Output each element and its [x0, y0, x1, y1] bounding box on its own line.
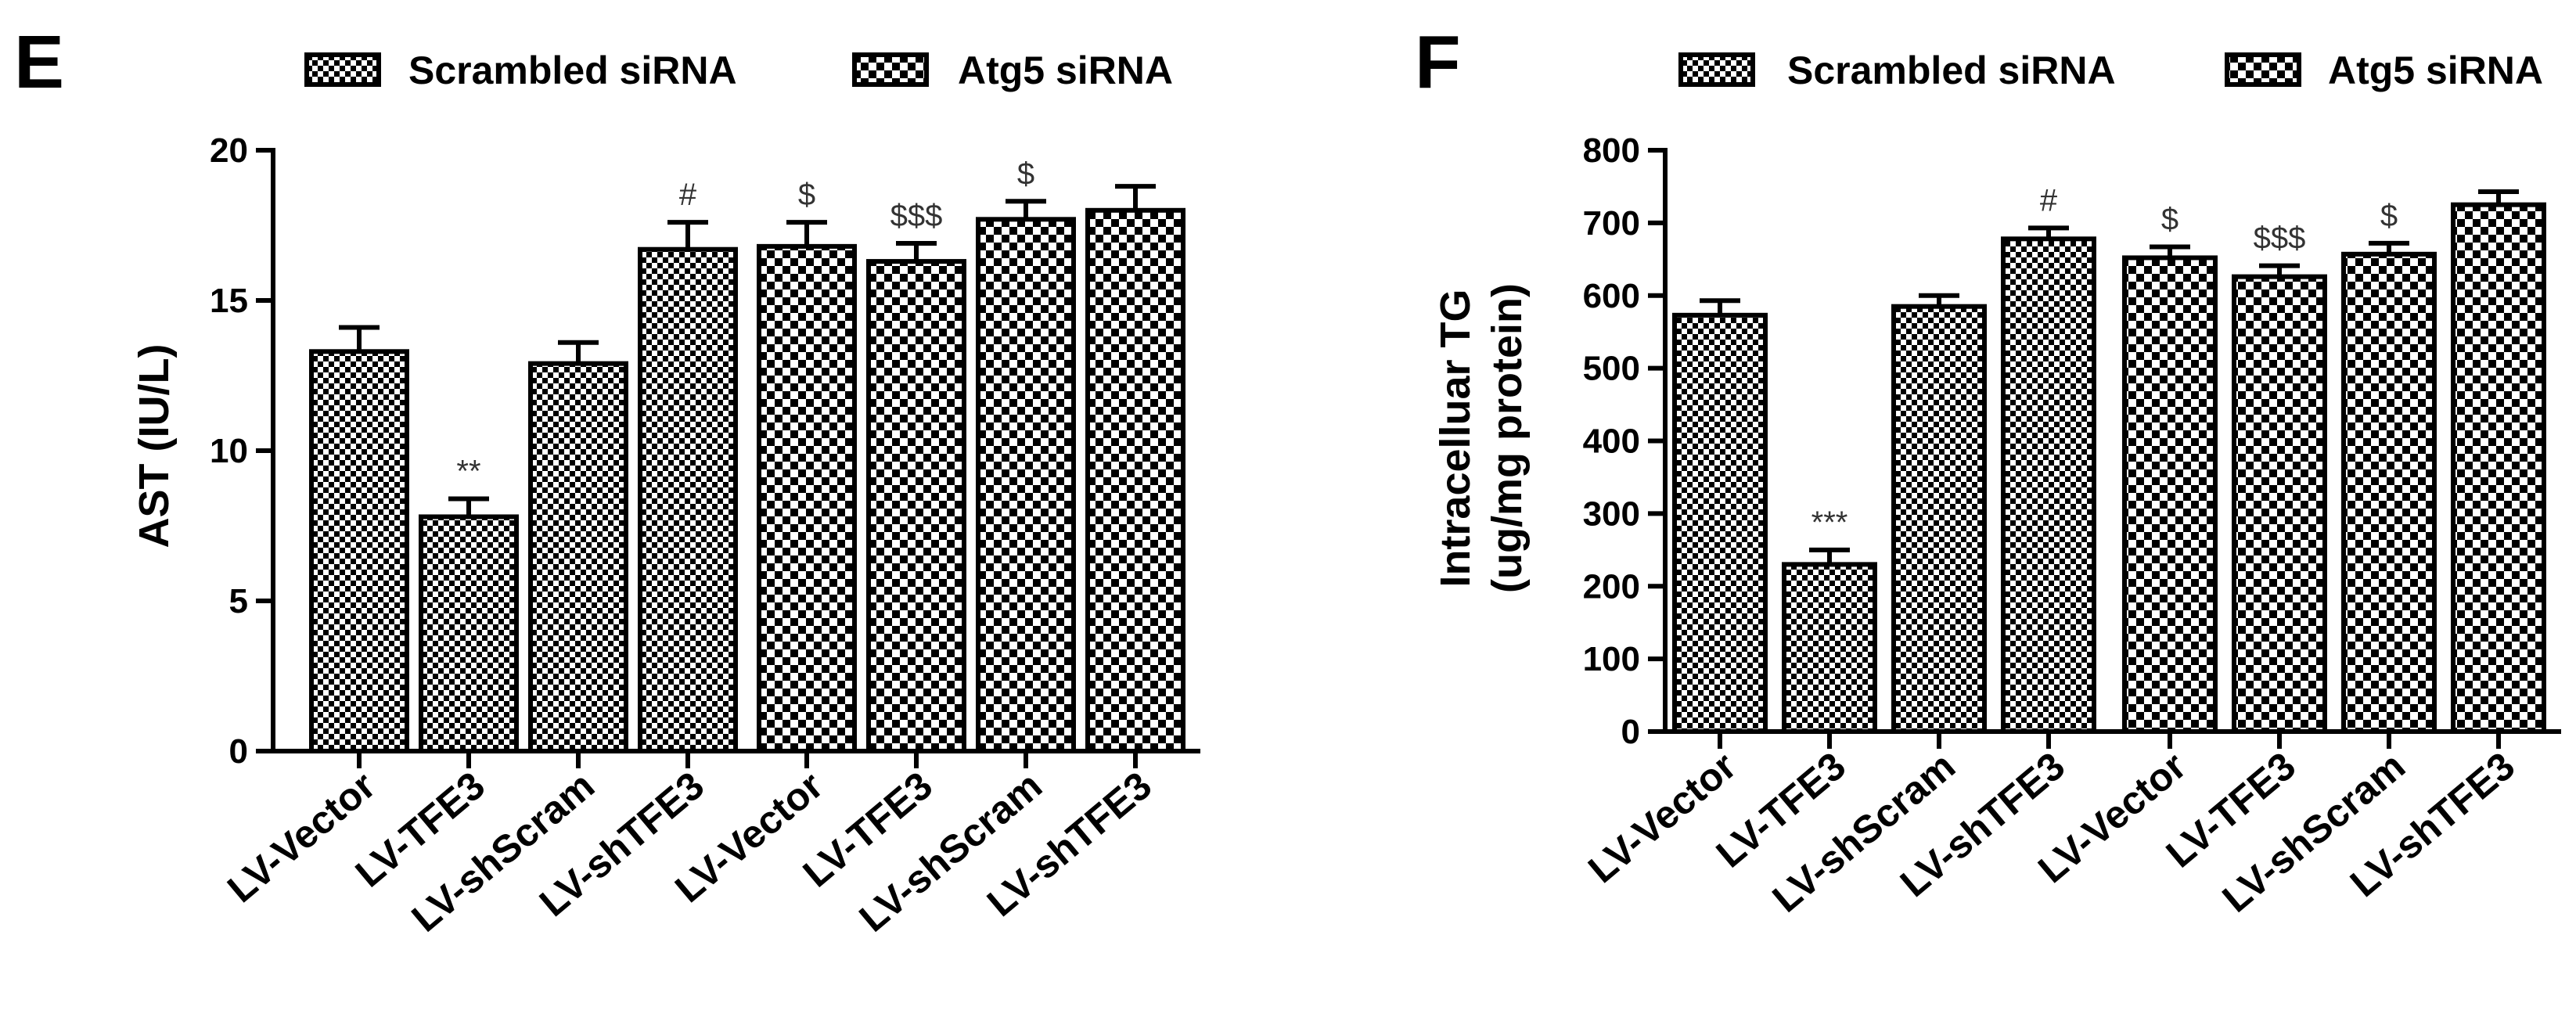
- legend-label-atg5: Atg5 siRNA: [958, 49, 1173, 92]
- y-tick-label: 0: [1621, 713, 1640, 751]
- significance-label: $$$: [2254, 221, 2306, 256]
- panel-letter-e: E: [14, 20, 64, 104]
- bar-group-atg5-sirna-lv-shscram: $: [2341, 199, 2437, 734]
- bars-f: ***#$$$$$: [1672, 183, 2546, 735]
- bar: [866, 259, 966, 753]
- significance-label: #: [2040, 183, 2058, 218]
- significance-label: $: [2380, 199, 2398, 233]
- panel-f: F Scrambled siRNA Atg5 siRNA Intracellua…: [1415, 20, 2561, 921]
- legend-label-scrambled: Scrambled siRNA: [1787, 49, 2116, 92]
- y-tick-label: 100: [1583, 640, 1640, 678]
- bar-group-scrambled-sirna-lv-shtfe3: #: [2001, 183, 2096, 734]
- bar-group-atg5-sirna-lv-shtfe3: [1085, 184, 1185, 753]
- bar: [976, 217, 1076, 753]
- y-tick-label: 15: [210, 282, 248, 320]
- bar-group-atg5-sirna-lv-tfe3: $$$: [866, 199, 966, 753]
- bar-group-scrambled-sirna-lv-vector: [1672, 298, 1768, 735]
- y-tick-label: 400: [1583, 422, 1640, 461]
- y-tick-label: 0: [229, 732, 248, 771]
- y-tick-label: 700: [1583, 204, 1640, 243]
- significance-label: ***: [1811, 505, 1848, 540]
- bar: [1891, 304, 1987, 734]
- significance-label: **: [456, 454, 480, 488]
- bar-group-atg5-sirna-lv-shtfe3: [2451, 189, 2546, 734]
- bar: [2232, 274, 2327, 735]
- y-tick-label: 5: [229, 582, 248, 620]
- bar-group-atg5-sirna-lv-shscram: $: [976, 156, 1076, 753]
- bar-group-atg5-sirna-lv-tfe3: $$$: [2232, 221, 2327, 735]
- bar: [2451, 202, 2546, 734]
- y-axis-label-e: AST (IU/L): [131, 344, 178, 548]
- legend-label-atg5: Atg5 siRNA: [2328, 49, 2543, 92]
- bar: [2001, 236, 2096, 734]
- bar-group-scrambled-sirna-lv-shtfe3: #: [638, 178, 738, 754]
- y-axis-label-f-line2: (ug/mg protein): [1484, 283, 1531, 593]
- bar: [2341, 251, 2437, 734]
- legend-swatch-scrambled: [304, 52, 381, 87]
- significance-label: $: [2161, 203, 2178, 237]
- legend-swatch-atg5: [2225, 52, 2301, 87]
- legend-f: Scrambled siRNA Atg5 siRNA: [1678, 49, 2543, 92]
- bar: [757, 243, 857, 753]
- y-axis-label-f-line1: Intracelluar TG: [1432, 289, 1479, 587]
- significance-label: $: [798, 178, 815, 212]
- bar-group-scrambled-sirna-lv-tfe3: ***: [1782, 505, 1877, 735]
- category-labels-e: LV-VectorLV-TFE3LV-shScramLV-shTFE3LV-Ve…: [219, 764, 1160, 940]
- bar: [309, 349, 409, 753]
- significance-label: #: [679, 178, 697, 212]
- bar-group-scrambled-sirna-lv-vector: [309, 325, 409, 753]
- bar: [1085, 207, 1185, 753]
- y-tick-label: 800: [1583, 131, 1640, 170]
- category-label: LV-Vector: [1580, 744, 1744, 892]
- bar: [419, 514, 519, 753]
- y-tick-label: 20: [210, 131, 248, 170]
- y-axis-e: 0 5 10 15 20: [210, 131, 275, 771]
- x-axis-f: [1663, 729, 2561, 749]
- bar-group-atg5-sirna-lv-vector: $: [757, 178, 857, 753]
- bar: [1672, 312, 1768, 735]
- legend-e: Scrambled siRNA Atg5 siRNA: [304, 49, 1173, 92]
- legend-swatch-atg5: [852, 52, 929, 87]
- legend-swatch-scrambled: [1678, 52, 1755, 87]
- y-tick-label: 10: [210, 432, 248, 470]
- category-labels-f: LV-VectorLV-TFE3LV-shScramLV-shTFE3LV-Ve…: [1580, 744, 2523, 921]
- panel-e: E Scrambled siRNA Atg5 siRNA AST (IU/L) …: [14, 20, 1200, 940]
- bar-group-scrambled-sirna-lv-shscram: [528, 340, 628, 753]
- legend-label-scrambled: Scrambled siRNA: [408, 49, 737, 92]
- y-tick-label: 300: [1583, 494, 1640, 533]
- bar: [2122, 255, 2218, 734]
- bar-group-scrambled-sirna-lv-tfe3: **: [419, 454, 519, 753]
- y-tick-label: 500: [1583, 350, 1640, 388]
- category-label: LV-Vector: [219, 764, 383, 912]
- significance-label: $$$: [890, 199, 943, 233]
- y-tick-label: 200: [1583, 567, 1640, 606]
- bar: [1782, 562, 1877, 735]
- bar-group-atg5-sirna-lv-vector: $: [2122, 203, 2218, 734]
- y-tick-label: 600: [1583, 277, 1640, 315]
- bar-group-scrambled-sirna-lv-shscram: [1891, 293, 1987, 734]
- x-axis-e: [271, 749, 1200, 768]
- significance-label: $: [1017, 156, 1034, 191]
- bar: [638, 246, 738, 754]
- bar: [528, 361, 628, 753]
- y-axis-f: 0 100 200 300 400 500 600 700 800: [1583, 131, 1668, 751]
- panel-letter-f: F: [1415, 20, 1461, 104]
- bars-e: **# $$$$$: [309, 156, 1185, 754]
